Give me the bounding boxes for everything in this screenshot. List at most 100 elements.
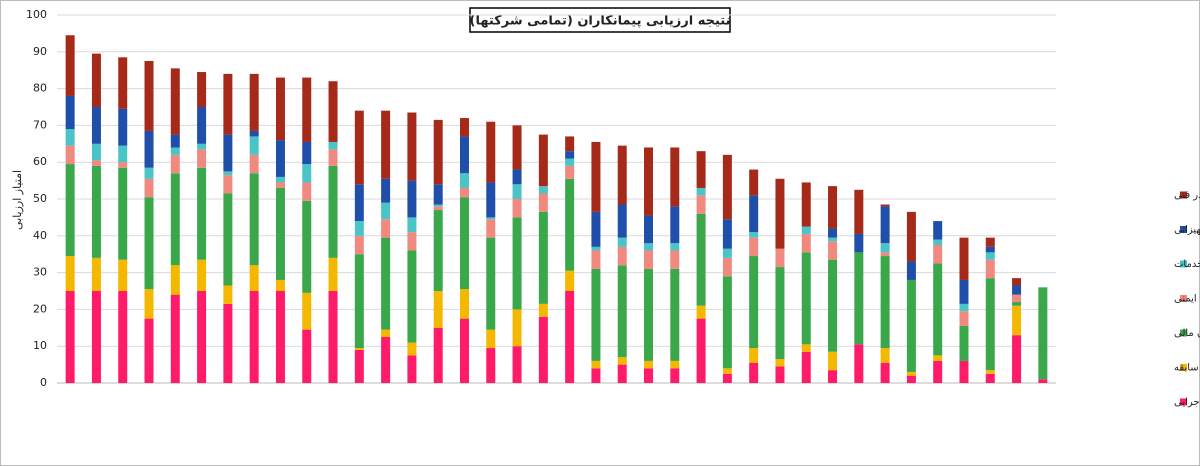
bar-segment bbox=[565, 165, 575, 179]
bar-segment bbox=[381, 178, 391, 203]
bar-segment bbox=[722, 219, 732, 249]
bar-segment bbox=[854, 189, 864, 234]
bar-segment bbox=[65, 145, 75, 165]
bar-segment bbox=[486, 329, 496, 349]
bar-segment bbox=[249, 154, 259, 174]
bar-segment bbox=[512, 184, 522, 199]
bar-segment bbox=[459, 173, 469, 188]
bar-segment bbox=[828, 370, 838, 383]
bar-segment bbox=[170, 294, 180, 383]
bar-segment bbox=[223, 73, 233, 135]
bar-segment bbox=[985, 278, 995, 371]
y-tick-label: 50 bbox=[33, 192, 47, 205]
bar-segment bbox=[828, 186, 838, 229]
y-tick-label: 30 bbox=[33, 266, 47, 279]
bar-segment bbox=[933, 221, 943, 240]
bar-segment bbox=[565, 178, 575, 271]
y-tick-label: 90 bbox=[33, 45, 47, 58]
bar-segment bbox=[696, 187, 706, 196]
bar-segment bbox=[118, 57, 128, 109]
bar-segment bbox=[854, 233, 864, 253]
bar-segment bbox=[275, 182, 285, 188]
bar-segment bbox=[985, 237, 995, 247]
bar-segment bbox=[1038, 287, 1048, 380]
y-tick-label: 0 bbox=[40, 376, 47, 389]
y-tick-label: 70 bbox=[33, 118, 47, 131]
bar-segment bbox=[749, 169, 759, 196]
bar-segment bbox=[644, 147, 654, 216]
bar-segment bbox=[91, 257, 101, 291]
bar-segment bbox=[328, 257, 338, 291]
bar-segment bbox=[828, 241, 838, 260]
bar-segment bbox=[801, 226, 811, 234]
bar-segment bbox=[275, 77, 285, 141]
bar-segment bbox=[118, 108, 128, 146]
bar-segment bbox=[65, 164, 75, 257]
bar-segment bbox=[801, 252, 811, 345]
bar-segment bbox=[381, 110, 391, 179]
bar-segment bbox=[302, 77, 312, 142]
bar-segment bbox=[275, 176, 285, 183]
legend-swatch bbox=[1180, 191, 1187, 199]
bar-segment bbox=[328, 149, 338, 166]
bar-segment bbox=[459, 289, 469, 319]
bar-segment bbox=[302, 141, 312, 165]
y-tick-label: 100 bbox=[26, 8, 47, 21]
bar-segment bbox=[1012, 302, 1022, 306]
bar-segment bbox=[933, 239, 943, 245]
bar-segment bbox=[144, 197, 154, 290]
bar-segment bbox=[381, 219, 391, 238]
bar-segment bbox=[565, 136, 575, 152]
bar-segment bbox=[985, 259, 995, 279]
bar-segment bbox=[880, 362, 890, 383]
bar-segment bbox=[381, 202, 391, 220]
bar-segment bbox=[696, 305, 706, 319]
bar-segment bbox=[670, 206, 680, 244]
bar-segment bbox=[906, 211, 916, 262]
bar-segment bbox=[1038, 379, 1048, 383]
bar-segment bbox=[722, 154, 732, 220]
legend-label: حسن سابقه bbox=[1174, 363, 1200, 374]
bar-segment bbox=[644, 215, 654, 244]
bar-segment bbox=[249, 173, 259, 266]
bar-segment bbox=[644, 243, 654, 251]
bar-segment bbox=[197, 149, 207, 168]
bar-segment bbox=[302, 164, 312, 183]
legend-swatch bbox=[1180, 260, 1187, 268]
bar-segment bbox=[118, 259, 128, 291]
bar-segment bbox=[433, 204, 443, 207]
bar-segment bbox=[538, 134, 548, 187]
legend-label: کیفیت کادر فنی bbox=[1174, 190, 1200, 201]
bar-segment bbox=[328, 141, 338, 150]
bar-segment bbox=[906, 375, 916, 383]
legend-swatch bbox=[1180, 329, 1187, 337]
bar-segment bbox=[144, 289, 154, 319]
bar-segment bbox=[670, 250, 680, 269]
bar-segment bbox=[985, 246, 995, 253]
bar-segment bbox=[854, 344, 864, 383]
legend-label: سابقه اجرایی bbox=[1174, 397, 1200, 408]
bar-segment bbox=[959, 279, 969, 304]
bar-segment bbox=[433, 206, 443, 211]
bar-segment bbox=[144, 318, 154, 383]
bar-segment bbox=[91, 143, 101, 161]
legend-swatch bbox=[1180, 364, 1187, 371]
bar-segment bbox=[118, 162, 128, 168]
bar-segment bbox=[959, 311, 969, 326]
bar-segment bbox=[591, 250, 601, 269]
bar-segment bbox=[486, 348, 496, 383]
bar-segment bbox=[722, 248, 732, 258]
bar-segment bbox=[670, 268, 680, 361]
bar-segment bbox=[696, 195, 706, 214]
bar-segment bbox=[591, 246, 601, 251]
bar-segment bbox=[433, 184, 443, 205]
bar-segment bbox=[170, 134, 180, 148]
bar-segment bbox=[118, 145, 128, 163]
bar-segment bbox=[302, 292, 312, 330]
bar-segment bbox=[906, 371, 916, 376]
legend-swatch bbox=[1180, 226, 1187, 233]
bar-segment bbox=[118, 167, 128, 260]
y-tick-label: 60 bbox=[33, 155, 47, 168]
bar-segment bbox=[407, 342, 417, 356]
bar-segment bbox=[144, 130, 154, 168]
